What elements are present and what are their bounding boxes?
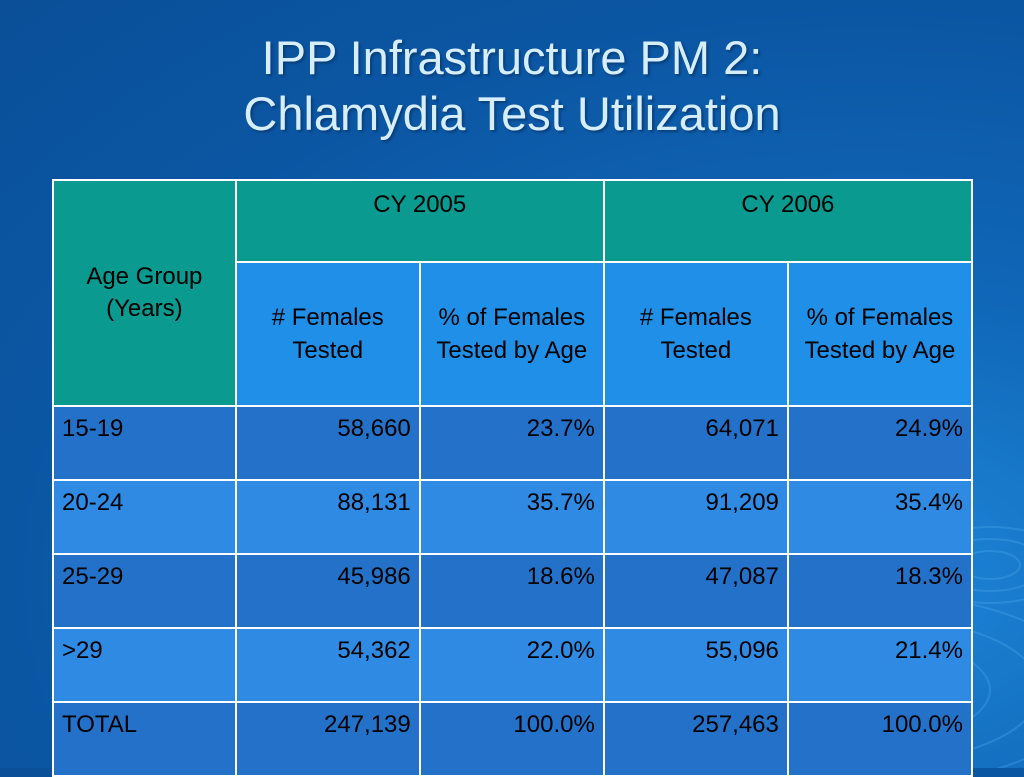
age-cell: 15-19 (52, 405, 237, 481)
year-header-2005: CY 2005 (234, 179, 605, 263)
count-header-2006: # Females Tested (602, 261, 789, 407)
count-2006-cell: 64,071 (602, 405, 789, 481)
count-2005-cell: 45,986 (234, 553, 421, 629)
percent-2006-cell: 100.0% (786, 701, 974, 777)
age-cell: TOTAL (52, 701, 237, 777)
percent-header-2006: % of Females Tested by Age (786, 261, 974, 407)
percent-2005-cell: 35.7% (418, 479, 605, 555)
title-line-2: Chlamydia Test Utilization (243, 87, 781, 140)
age-group-label: Age Group (86, 263, 203, 290)
count-header-2005: # Females Tested (234, 261, 421, 407)
count-2005-cell: 88,131 (234, 479, 421, 555)
percent-header-2005: % of Females Tested by Age (418, 261, 605, 407)
age-group-header: Age Group (Years) (52, 179, 237, 407)
title-line-1: IPP Infrastructure PM 2: (261, 31, 763, 84)
slide-title: IPP Infrastructure PM 2: Chlamydia Test … (0, 30, 1024, 142)
age-cell: 25-29 (52, 553, 237, 629)
year-header-2006: CY 2006 (602, 179, 974, 263)
table-row: 15-19 58,660 23.7% 64,071 24.9% (52, 405, 974, 481)
percent-2005-cell: 100.0% (418, 701, 605, 777)
age-group-unit: (Years) (106, 295, 183, 322)
count-2005-cell: 247,139 (234, 701, 421, 777)
percent-2006-cell: 35.4% (786, 479, 974, 555)
count-2006-cell: 47,087 (602, 553, 789, 629)
table-row: 25-29 45,986 18.6% 47,087 18.3% (52, 553, 974, 629)
count-2005-cell: 54,362 (234, 627, 421, 703)
percent-2005-cell: 18.6% (418, 553, 605, 629)
percent-2006-cell: 18.3% (786, 553, 974, 629)
count-2005-cell: 58,660 (234, 405, 421, 481)
age-cell: 20-24 (52, 479, 237, 555)
percent-2005-cell: 22.0% (418, 627, 605, 703)
age-cell: >29 (52, 627, 237, 703)
chlamydia-test-table: Age Group (Years) CY 2005 CY 2006 # Fema… (52, 179, 974, 777)
percent-2006-cell: 24.9% (786, 405, 974, 481)
table-row-total: TOTAL 247,139 100.0% 257,463 100.0% (52, 701, 974, 777)
percent-2006-cell: 21.4% (786, 627, 974, 703)
count-2006-cell: 91,209 (602, 479, 789, 555)
count-2006-cell: 257,463 (602, 701, 789, 777)
count-2006-cell: 55,096 (602, 627, 789, 703)
table-row: >29 54,362 22.0% 55,096 21.4% (52, 627, 974, 703)
table-row: 20-24 88,131 35.7% 91,209 35.4% (52, 479, 974, 555)
percent-2005-cell: 23.7% (418, 405, 605, 481)
